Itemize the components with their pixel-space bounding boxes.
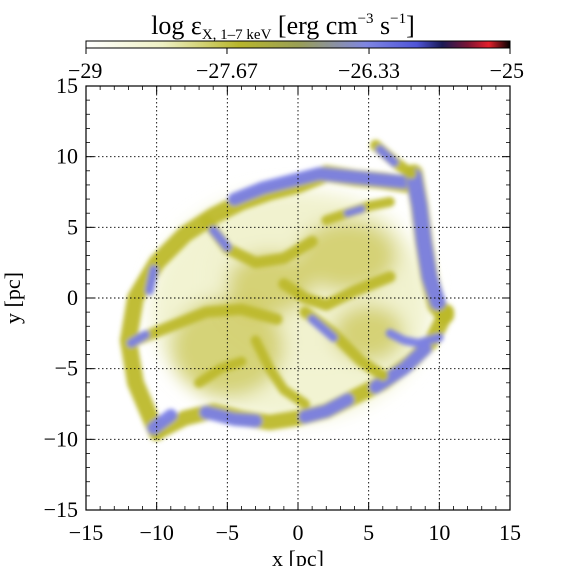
hot-emission-filament — [343, 205, 366, 217]
y-tick-label: −5 — [55, 356, 78, 381]
hot-emission-filament — [228, 167, 411, 206]
colorbar-tick-label: −25 — [490, 58, 524, 83]
colorbar-ticks: −29 −27.67 −26.33 −25 — [68, 48, 524, 83]
hot-emission-filament — [145, 265, 159, 296]
x-tick-label: 5 — [363, 520, 374, 545]
emission-filament — [250, 335, 311, 409]
hot-emission-filament — [375, 145, 399, 167]
hot-emission-filament — [385, 329, 444, 348]
hot-emission-filament — [126, 330, 150, 348]
diffuse-emission-region — [227, 252, 313, 315]
x-tick-label: −10 — [139, 520, 173, 545]
x-tick-label: −5 — [216, 520, 239, 545]
x-tick-label: 0 — [293, 520, 304, 545]
y-tick-label: −15 — [44, 497, 78, 522]
colorbar-tick-label: −27.67 — [196, 58, 258, 83]
emission-filament — [129, 303, 283, 347]
hot-emission-filament — [199, 406, 262, 428]
hot-emission-filament — [208, 225, 232, 252]
y-tick-label: 5 — [67, 214, 78, 239]
y-tick-label: 10 — [56, 144, 78, 169]
x-tick-label: −15 — [69, 520, 103, 545]
x-tick-label: 15 — [499, 520, 521, 545]
y-tick-label: −10 — [44, 426, 78, 451]
axis-ticks: −15 −10 −5 0 5 10 15 15 10 5 0 −5 −10 −15 — [44, 73, 521, 545]
hot-emission-filament — [406, 168, 446, 310]
colorbar-tick-label: −26.33 — [338, 58, 400, 83]
y-axis-label: y [pc] — [0, 272, 25, 324]
diffuse-emission-region — [298, 220, 397, 291]
hot-emission-filament — [369, 342, 432, 394]
x-tick-label: 10 — [428, 520, 450, 545]
colorbar — [85, 40, 511, 49]
colorbar-title: log εX, 1–7 keV [erg cm−3 s−1] — [151, 11, 415, 43]
colorbar-tick-label: −29 — [68, 58, 102, 83]
emission-filament — [194, 356, 247, 388]
y-tick-label: 0 — [67, 285, 78, 310]
emission-filament — [278, 271, 396, 311]
emission-map — [119, 139, 455, 441]
y-tick-label: 15 — [56, 73, 78, 98]
grid-lines — [86, 86, 510, 510]
hot-emission-filament — [147, 408, 178, 435]
x-axis-label: x [pc] — [272, 546, 324, 566]
hot-emission-filament — [307, 314, 338, 342]
hot-emission-filament — [298, 393, 354, 424]
